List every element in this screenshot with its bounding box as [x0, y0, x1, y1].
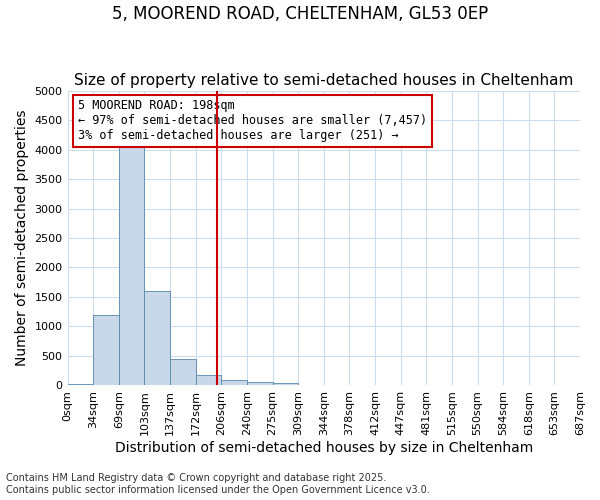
Bar: [170, 359, 196, 386]
Bar: [145, 291, 170, 386]
Y-axis label: Number of semi-detached properties: Number of semi-detached properties: [15, 110, 29, 366]
X-axis label: Distribution of semi-detached houses by size in Cheltenham: Distribution of semi-detached houses by …: [115, 441, 533, 455]
Bar: [68, 384, 93, 386]
Bar: [93, 314, 119, 386]
Text: Contains HM Land Registry data © Crown copyright and database right 2025.
Contai: Contains HM Land Registry data © Crown c…: [6, 474, 430, 495]
Bar: [221, 380, 247, 386]
Bar: [272, 382, 298, 386]
Text: 5 MOOREND ROAD: 198sqm
← 97% of semi-detached houses are smaller (7,457)
3% of s: 5 MOOREND ROAD: 198sqm ← 97% of semi-det…: [78, 100, 427, 142]
Bar: [119, 146, 145, 386]
Title: Size of property relative to semi-detached houses in Cheltenham: Size of property relative to semi-detach…: [74, 73, 574, 88]
Bar: [247, 382, 272, 386]
Text: 5, MOOREND ROAD, CHELTENHAM, GL53 0EP: 5, MOOREND ROAD, CHELTENHAM, GL53 0EP: [112, 5, 488, 23]
Bar: [196, 376, 221, 386]
